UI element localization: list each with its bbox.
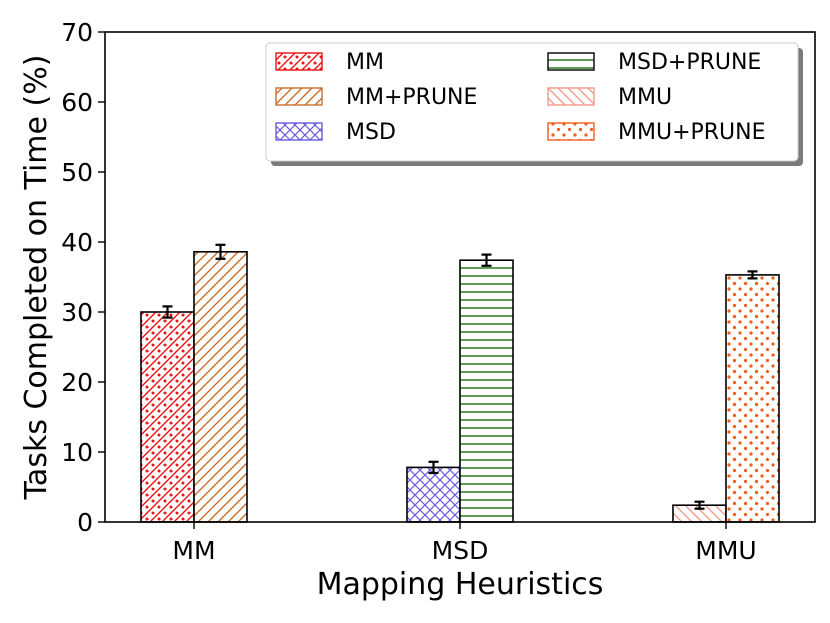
legend-label: MSD: [346, 120, 396, 145]
legend-swatch: [275, 87, 323, 106]
y-tick-label: 30: [61, 298, 93, 327]
x-tick-label: MSD: [432, 536, 489, 565]
error-bar-mm-plus-prune: [215, 243, 226, 260]
x-tick-label: MMU: [695, 536, 756, 565]
legend-item-mm: MM: [275, 50, 384, 75]
legend-item-msd: MSD: [275, 120, 396, 145]
legend-swatch: [547, 87, 595, 106]
x-axis-title: Mapping Heuristics: [317, 567, 604, 602]
bars-layer: [140, 251, 780, 523]
legend-box: [265, 42, 799, 162]
bar-fill: [459, 259, 514, 523]
y-tick-label: 70: [61, 18, 93, 47]
bar-msd: [406, 466, 461, 523]
y-tick-label: 20: [61, 368, 93, 397]
legend-label: MMU+PRUNE: [618, 120, 766, 145]
error-bar-mmu: [694, 500, 705, 510]
legend-swatch: [275, 122, 323, 141]
error-bar-msd: [428, 460, 439, 475]
legend-swatch: [547, 52, 595, 71]
bar-msd-plus-prune: [459, 259, 514, 523]
error-bar-mm: [162, 305, 173, 319]
legend-item-mm-plus-prune: MM+PRUNE: [275, 85, 477, 110]
legend-item-msd-plus-prune: MSD+PRUNE: [547, 50, 761, 75]
bar-mmu-plus-prune: [725, 274, 780, 523]
legend: MM MM+PRUNE MSD MSD+PRUNE MMU MMU+PRUNE: [265, 42, 803, 166]
y-axis-title: Tasks Completed on Time (%): [19, 55, 54, 501]
y-tick-label: 50: [61, 158, 93, 187]
legend-items: MM MM+PRUNE MSD MSD+PRUNE MMU MMU+PRUNE: [275, 50, 766, 145]
legend-label: MSD+PRUNE: [618, 50, 761, 75]
x-ticks: MM MSD MMU: [172, 522, 757, 565]
legend-label: MMU: [618, 85, 672, 110]
error-bar-msd-plus-prune: [481, 253, 492, 267]
y-tick-label: 0: [77, 508, 93, 537]
legend-swatch: [547, 122, 595, 141]
bar-fill: [193, 251, 248, 523]
legend-item-mmu-plus-prune: MMU+PRUNE: [547, 120, 766, 145]
y-tick-label: 40: [61, 228, 93, 257]
y-tick-label: 60: [61, 88, 93, 117]
legend-label: MM+PRUNE: [346, 85, 477, 110]
x-tick-label: MM: [172, 536, 215, 565]
y-tick-label: 10: [61, 438, 93, 467]
legend-label: MM: [346, 50, 384, 75]
bar-fill: [140, 311, 195, 523]
y-ticks: 0 10 20 30 40 50 60 70: [61, 18, 105, 537]
bar-fill: [725, 274, 780, 523]
legend-item-mmu: MMU: [547, 85, 672, 110]
bar-mm-plus-prune: [193, 251, 248, 523]
bar-mm: [140, 311, 195, 523]
error-bar-mmu-plus-prune: [747, 270, 758, 280]
legend-swatch: [275, 52, 323, 71]
bar-fill: [406, 466, 461, 523]
error-bars-layer: [162, 243, 758, 510]
